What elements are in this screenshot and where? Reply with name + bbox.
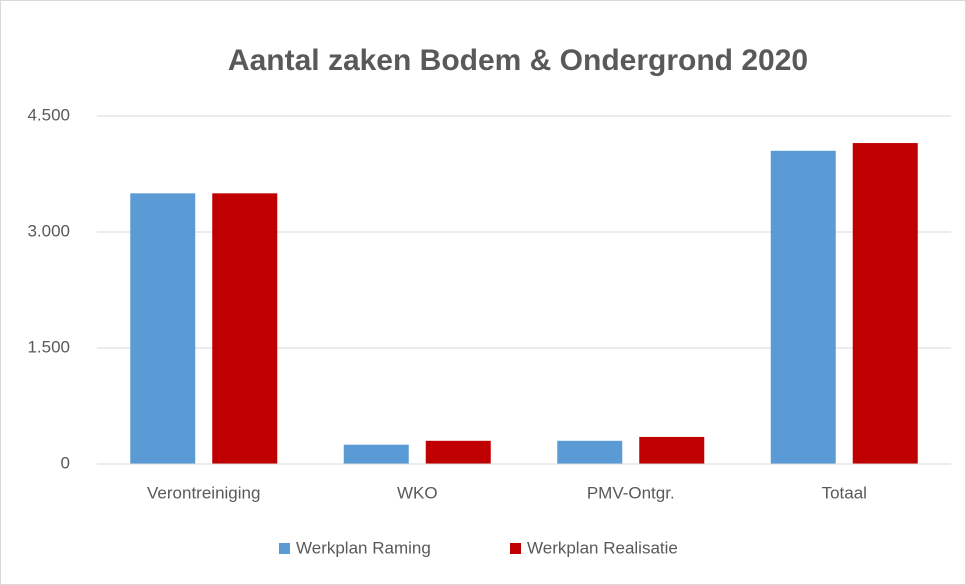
bar bbox=[425, 440, 491, 464]
bar bbox=[212, 193, 278, 465]
x-tick-label: Totaal bbox=[822, 483, 867, 502]
y-tick-label: 3.000 bbox=[27, 221, 70, 240]
legend-swatch bbox=[510, 543, 521, 554]
x-tick-label: Verontreiniging bbox=[147, 483, 260, 502]
y-tick-label: 0 bbox=[61, 453, 70, 472]
x-tick-label: PMV-Ontgr. bbox=[587, 483, 675, 502]
bar bbox=[343, 444, 409, 464]
chart-title: Aantal zaken Bodem & Ondergrond 2020 bbox=[228, 44, 808, 77]
bar bbox=[639, 436, 705, 464]
bar bbox=[852, 143, 918, 465]
x-tick-label: WKO bbox=[397, 483, 438, 502]
y-tick-label: 4.500 bbox=[27, 105, 70, 124]
legend-label: Werkplan Realisatie bbox=[527, 538, 678, 557]
y-tick-label: 1.500 bbox=[27, 337, 70, 356]
bar bbox=[130, 193, 196, 465]
legend-swatch bbox=[279, 543, 290, 554]
legend-label: Werkplan Raming bbox=[296, 538, 431, 557]
bar bbox=[770, 150, 836, 465]
bar bbox=[557, 440, 623, 464]
